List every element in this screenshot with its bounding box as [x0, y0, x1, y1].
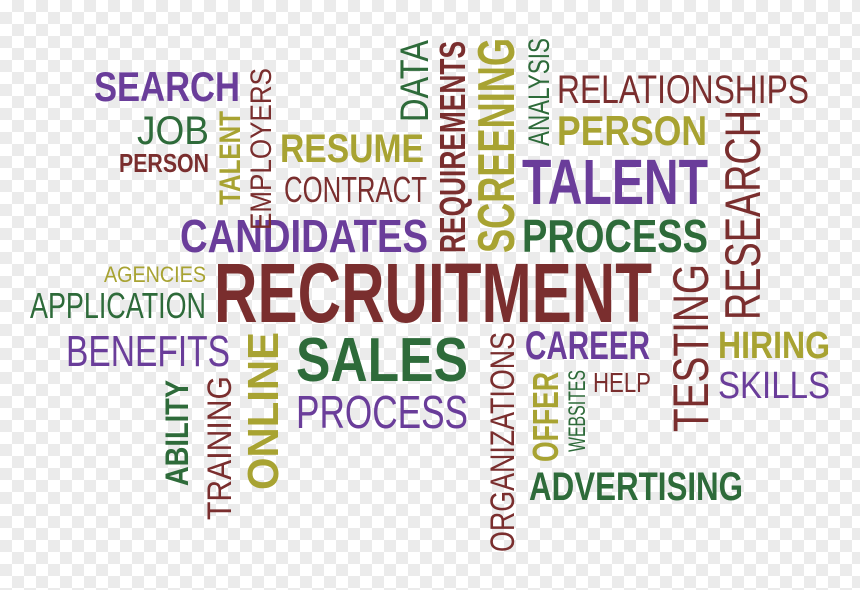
word-requirements: REQUIREMENTS [432, 41, 473, 253]
word-training: TRAINING [201, 376, 239, 520]
word-research: RESEARCH [715, 110, 771, 320]
word-testing: TESTING [663, 264, 719, 432]
word-talent-vertical: TALENT [214, 111, 247, 205]
word-employers: EMPLOYERS [245, 68, 278, 230]
word-online: ONLINE [239, 332, 288, 490]
word-advertising: ADVERTISING [529, 465, 743, 509]
word-recruitment: RECRUITMENT [214, 246, 652, 340]
word-search: SEARCH [94, 63, 240, 110]
word-analysis: ANALYSIS [523, 38, 556, 146]
word-candidates: CANDIDATES [180, 210, 428, 262]
word-screening: SCREENING [468, 38, 526, 253]
word-skills: SKILLS [718, 365, 830, 407]
word-process-green: PROCESS [522, 210, 708, 262]
word-resume: RESUME [280, 127, 424, 171]
word-offer: OFFER [525, 372, 566, 462]
word-job: JOB [137, 109, 209, 153]
word-agencies: AGENCIES [104, 262, 206, 287]
word-benefits: BENEFITS [66, 327, 230, 376]
word-organizations: ORGANIZATIONS [484, 332, 522, 552]
word-data: DATA [393, 40, 437, 122]
word-sales: SALES [296, 326, 468, 395]
word-hiring: HIRING [718, 325, 830, 367]
word-help: HELP [593, 367, 651, 398]
word-contract: CONTRACT [284, 169, 427, 210]
word-person-small: PERSON [119, 148, 209, 178]
word-talent-large: TALENT [522, 146, 708, 218]
word-application: APPLICATION [30, 285, 206, 326]
word-websites: WEBSITES [564, 370, 591, 452]
word-person-large: PERSON [557, 107, 707, 154]
word-career: CAREER [525, 324, 650, 368]
word-process-purple: PROCESS [296, 386, 468, 438]
word-relationships: RELATIONSHIPS [557, 68, 809, 112]
word-ability: ABILITY [159, 380, 195, 486]
